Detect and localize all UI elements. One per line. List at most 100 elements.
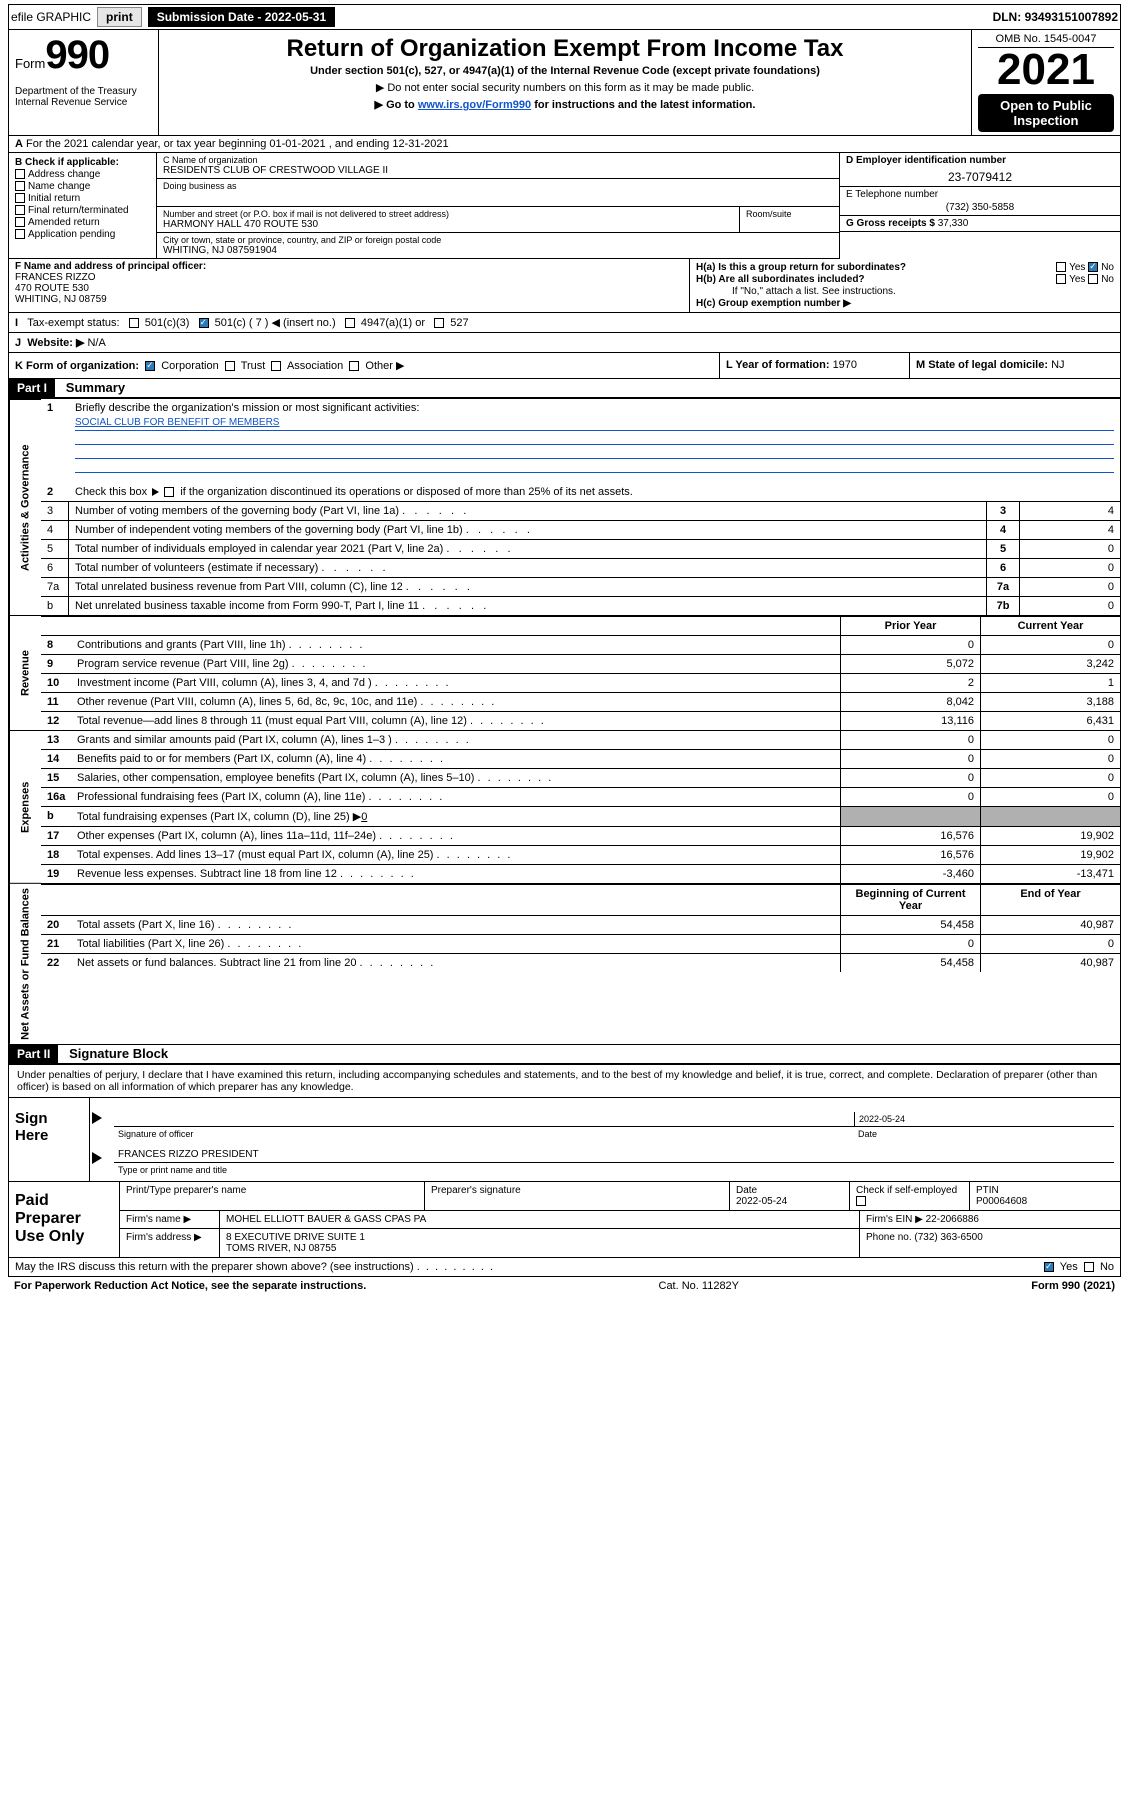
state-domicile: NJ	[1051, 359, 1064, 371]
ha-no-checked	[1088, 262, 1098, 272]
open-inspection-badge: Open to Public Inspection	[978, 94, 1114, 132]
row-i-tax-status: I Tax-exempt status: 501(c)(3) 501(c) ( …	[8, 313, 1121, 333]
top-toolbar: efile GRAPHIC print Submission Date - 20…	[8, 4, 1121, 30]
part-i-title: Summary	[66, 380, 125, 395]
f-label: F Name and address of principal officer:	[15, 261, 206, 272]
fin-line-18: 18Total expenses. Add lines 13–17 (must …	[41, 845, 1120, 864]
hc-label: H(c) Group exemption number ▶	[696, 298, 851, 309]
paid-preparer-block: Paid Preparer Use Only Print/Type prepar…	[8, 1182, 1121, 1258]
dba-label: Doing business as	[163, 181, 833, 191]
identity-block: B Check if applicable: Address change Na…	[8, 153, 1121, 259]
mission-text: SOCIAL CLUB FOR BENEFIT OF MEMBERS	[75, 417, 1114, 431]
officer-street: 470 ROUTE 530	[15, 283, 89, 294]
side-label-revenue: Revenue	[9, 615, 41, 730]
ptin-value: P00064608	[976, 1196, 1027, 1207]
header-note-2-post: for instructions and the latest informat…	[531, 99, 755, 111]
footer-mid: Cat. No. 11282Y	[659, 1280, 740, 1292]
sign-here-block: Sign Here 2022-05-24 Signature of office…	[8, 1098, 1121, 1182]
print-preparer-label: Print/Type preparer's name	[120, 1182, 425, 1210]
dln-label: DLN:	[993, 10, 1025, 24]
ha-label: H(a) Is this a group return for subordin…	[696, 262, 906, 273]
footer-right: Form 990 (2021)	[1031, 1280, 1115, 1292]
footer-left: For Paperwork Reduction Act Notice, see …	[14, 1280, 366, 1292]
form-subtitle: Under section 501(c), 527, or 4947(a)(1)…	[165, 65, 965, 77]
i-501c-checked	[199, 318, 209, 328]
gov-line-7a: 7aTotal unrelated business revenue from …	[41, 577, 1120, 596]
firm-name: MOHEL ELLIOTT BAUER & GASS CPAS PA	[220, 1211, 860, 1228]
k-corp-checked	[145, 361, 155, 371]
may-yes-checked	[1044, 1262, 1054, 1272]
col-current-year: Current Year	[980, 617, 1120, 635]
fin-line-15: 15Salaries, other compensation, employee…	[41, 768, 1120, 787]
fin-line-17: 17Other expenses (Part IX, column (A), l…	[41, 826, 1120, 845]
fin-line-12: 12Total revenue—add lines 8 through 11 (…	[41, 711, 1120, 730]
fin-line-13: 13Grants and similar amounts paid (Part …	[41, 730, 1120, 749]
officer-group-block: F Name and address of principal officer:…	[8, 259, 1121, 313]
line-16b: b Total fundraising expenses (Part IX, c…	[41, 806, 1120, 826]
q1-label: Briefly describe the organization's miss…	[75, 402, 1114, 414]
fin-line-16a: 16aProfessional fundraising fees (Part I…	[41, 787, 1120, 806]
header-note-2-pre: ▶ Go to	[375, 99, 418, 111]
form-label: Form	[15, 56, 45, 71]
fin-line-14: 14Benefits paid to or for members (Part …	[41, 749, 1120, 768]
hb-label: H(b) Are all subordinates included?	[696, 274, 865, 285]
date-label: Date	[854, 1127, 1114, 1141]
d-label: D Employer identification number	[846, 155, 1114, 166]
cb-name-change[interactable]: Name change	[15, 181, 150, 192]
fin-line-8: 8Contributions and grants (Part VIII, li…	[41, 635, 1120, 654]
part-ii-header: Part II	[9, 1045, 58, 1063]
row-a-tax-year: A For the 2021 calendar year, or tax yea…	[8, 136, 1121, 153]
efile-label: efile GRAPHIC	[11, 10, 91, 24]
e-label: E Telephone number	[846, 189, 1114, 200]
sign-date: 2022-05-24	[854, 1112, 1114, 1126]
cb-initial-return[interactable]: Initial return	[15, 193, 150, 204]
b-label: B Check if applicable:	[15, 157, 119, 168]
part-i-governance: Activities & Governance 1Briefly describ…	[8, 399, 1121, 615]
dln-value: 93493151007892	[1025, 10, 1118, 24]
form-title: Return of Organization Exempt From Incom…	[165, 35, 965, 63]
g-label: G Gross receipts $	[846, 218, 938, 229]
street-label: Number and street (or P.O. box if mail i…	[163, 209, 733, 219]
print-button[interactable]: print	[97, 7, 142, 27]
hb-note: If "No," attach a list. See instructions…	[696, 286, 1114, 297]
org-name: RESIDENTS CLUB OF CRESTWOOD VILLAGE II	[163, 165, 833, 176]
officer-city: WHITING, NJ 08759	[15, 294, 107, 305]
cb-amended-return[interactable]: Amended return	[15, 217, 150, 228]
cb-address-change[interactable]: Address change	[15, 169, 150, 180]
q2-label: Check this box Check this box ▶ if the o…	[75, 486, 1114, 498]
header-note-1: ▶ Do not enter social security numbers o…	[165, 81, 965, 94]
gov-line-7b: bNet unrelated business taxable income f…	[41, 596, 1120, 615]
side-label-expenses: Expenses	[9, 730, 41, 883]
submission-label: Submission Date -	[157, 10, 265, 24]
ein-value: 23-7079412	[846, 170, 1114, 184]
part-ii-title: Signature Block	[69, 1046, 168, 1061]
firm-phone: (732) 363-6500	[914, 1232, 982, 1243]
cb-final-return[interactable]: Final return/terminated	[15, 205, 150, 216]
cb-application-pending[interactable]: Application pending	[15, 229, 150, 240]
sign-here-label: Sign Here	[9, 1098, 89, 1181]
row-j-website: J Website: ▶ N/A	[8, 333, 1121, 353]
fin-line-9: 9Program service revenue (Part VIII, lin…	[41, 654, 1120, 673]
preparer-date: 2022-05-24	[736, 1196, 787, 1207]
side-label-net-assets: Net Assets or Fund Balances	[9, 883, 41, 1044]
side-label-governance: Activities & Governance	[9, 399, 41, 615]
fin-line-10: 10Investment income (Part VIII, column (…	[41, 673, 1120, 692]
sig-officer-label: Signature of officer	[114, 1127, 854, 1141]
part-i-revenue: Revenue Prior Year Current Year 8Contrib…	[8, 615, 1121, 730]
submission-date: 2022-05-31	[265, 10, 326, 24]
street-value: HARMONY HALL 470 ROUTE 530	[163, 219, 733, 230]
fin-line-11: 11Other revenue (Part VIII, column (A), …	[41, 692, 1120, 711]
year-formation: 1970	[833, 359, 857, 371]
fin-line-20: 20Total assets (Part X, line 16) 54,4584…	[41, 915, 1120, 934]
paid-preparer-label: Paid Preparer Use Only	[9, 1182, 119, 1257]
col-prior-year: Prior Year	[840, 617, 980, 635]
dept-label: Department of the Treasury Internal Reve…	[15, 86, 152, 108]
gov-line-3: 3Number of voting members of the governi…	[41, 501, 1120, 520]
firm-addr-2: TOMS RIVER, NJ 08755	[226, 1243, 336, 1254]
perjury-declaration: Under penalties of perjury, I declare th…	[8, 1065, 1121, 1098]
col-end-year: End of Year	[980, 885, 1120, 915]
col-begin-year: Beginning of Current Year	[840, 885, 980, 915]
part-i-net-assets: Net Assets or Fund Balances Beginning of…	[8, 883, 1121, 1045]
irs-link[interactable]: www.irs.gov/Form990	[418, 99, 531, 111]
gross-receipts: 37,330	[938, 218, 969, 229]
